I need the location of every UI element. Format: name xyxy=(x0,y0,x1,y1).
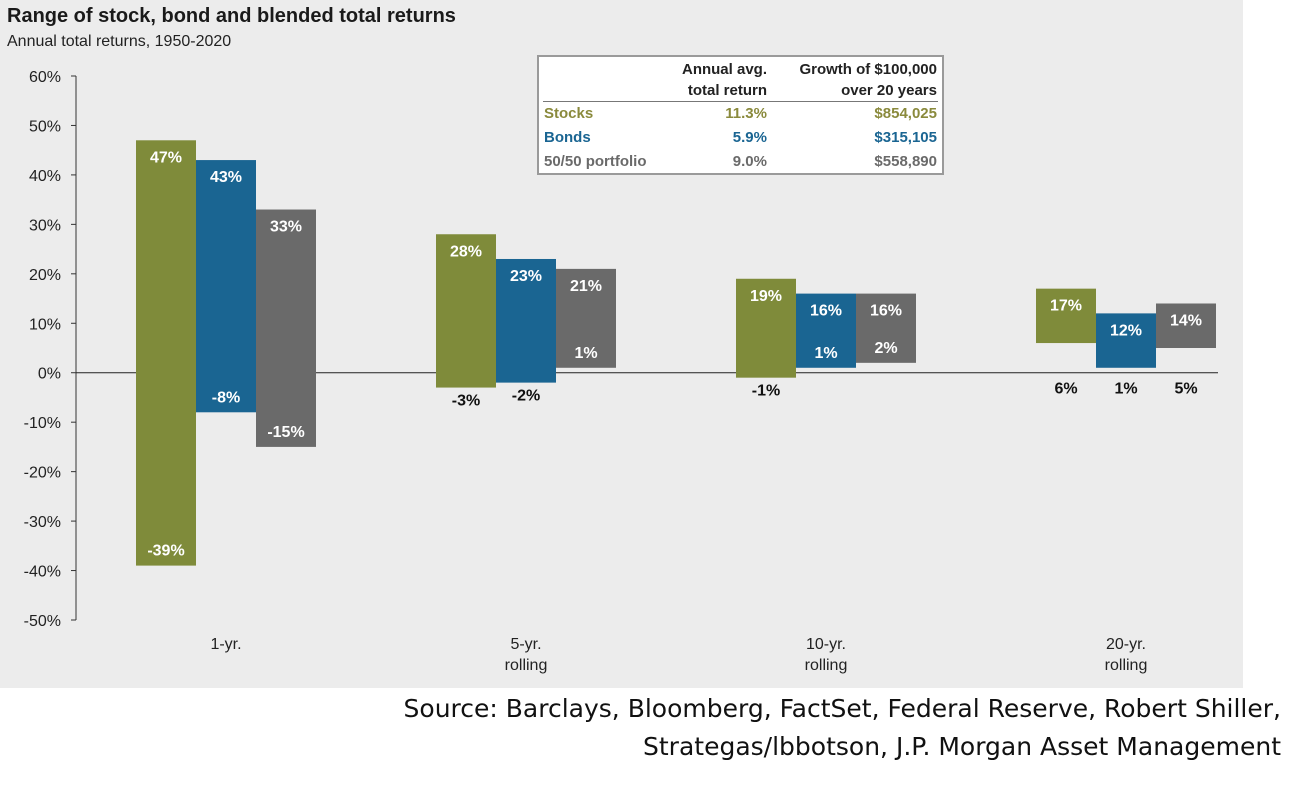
table-row-bonds-avg: 5.9% xyxy=(732,129,767,146)
bar-high-label: 23% xyxy=(510,268,542,285)
y-tick-label: 30% xyxy=(29,217,61,234)
bar-high-label: 43% xyxy=(210,169,242,186)
table-row-stocks-growth: $854,025 xyxy=(874,105,937,122)
y-tick-label: 60% xyxy=(29,69,61,86)
y-tick-label: -20% xyxy=(24,465,61,482)
bar-high-label: 17% xyxy=(1050,298,1082,315)
table-header-rule xyxy=(543,101,938,102)
table-row-bonds-growth: $315,105 xyxy=(874,129,937,146)
chart-plot: 60% 50% 40% 30% 20% 10% 0% -10% -20% -30% -40% -50%… xyxy=(24,69,1218,674)
bar-50-50-portfolio xyxy=(256,209,316,447)
bar-low-label: 1% xyxy=(1114,381,1137,398)
x-category-label-line2: rolling xyxy=(505,657,548,674)
bar-stocks xyxy=(736,278,796,378)
y-tick-label: 0% xyxy=(38,366,61,383)
y-tick-label: -50% xyxy=(24,613,61,630)
table-row-portfolio-avg: 9.0% xyxy=(732,153,767,170)
bar-50-50-portfolio xyxy=(556,268,616,368)
bar-stocks xyxy=(1036,288,1096,344)
bar-bonds xyxy=(496,258,556,383)
y-tick-label: 20% xyxy=(29,267,61,284)
bar-50-50-portfolio xyxy=(1156,303,1216,348)
y-tick-label: -10% xyxy=(24,415,61,432)
x-category-label: 1-yr. xyxy=(210,636,241,653)
table-row-stocks-avg: 11.3% xyxy=(725,105,767,122)
table-header-growth-line1: Growth of $100,000 xyxy=(799,61,937,78)
bar-high-label: 21% xyxy=(570,278,602,295)
bar-low-label: -1% xyxy=(752,383,780,400)
y-tick-label: 10% xyxy=(29,316,61,333)
table-row-portfolio-name: 50/50 portfolio xyxy=(544,153,647,170)
table-header-avg-line2: total return xyxy=(687,82,767,99)
table-row-bonds-name: Bonds xyxy=(544,129,591,146)
y-tick-label: -40% xyxy=(24,564,61,581)
chart-title: Range of stock, bond and blended total r… xyxy=(7,5,456,27)
chart-subtitle: Annual total returns, 1950-2020 xyxy=(7,33,232,50)
bar-high-label: 16% xyxy=(810,303,842,320)
bar-stocks xyxy=(436,234,496,388)
bar-high-label: 47% xyxy=(150,149,182,166)
bar-low-label: -8% xyxy=(212,389,240,406)
y-tick-label: 50% xyxy=(29,118,61,135)
source-note-line2: Strategas/lbbotson, J.P. Morgan Asset Ma… xyxy=(643,732,1281,761)
bar-low-label: -2% xyxy=(512,388,540,405)
x-category-label: 5-yr. xyxy=(510,636,541,653)
bar-bonds xyxy=(796,293,856,368)
table-row-portfolio-growth: $558,890 xyxy=(874,153,937,170)
bar-50-50-portfolio xyxy=(856,293,916,363)
source-note-line1: Source: Barclays, Bloomberg, FactSet, Fe… xyxy=(403,694,1281,723)
x-category-label-line2: rolling xyxy=(1105,657,1148,674)
chart-panel: 60% 50% 40% 30% 20% 10% 0% -10% -20% -30% -40% -50%… xyxy=(0,0,1243,688)
bar-low-label: -3% xyxy=(452,393,480,410)
bar-high-label: 16% xyxy=(870,303,902,320)
x-category-label-line2: rolling xyxy=(805,657,848,674)
bar-low-label: -39% xyxy=(147,543,184,560)
y-tick-label: 40% xyxy=(29,168,61,185)
bar-high-label: 19% xyxy=(750,288,782,305)
table-row-stocks-name: Stocks xyxy=(544,105,594,122)
y-tick-label: -30% xyxy=(24,514,61,531)
table-header-avg-line1: Annual avg. xyxy=(681,61,767,78)
summary-table: Annual avg. total return Growth of $100,… xyxy=(537,55,944,175)
bar-low-label: 6% xyxy=(1054,381,1077,398)
bar-low-label: 5% xyxy=(1174,381,1197,398)
bar-high-label: 14% xyxy=(1170,312,1202,329)
bar-low-label: 1% xyxy=(814,345,837,362)
x-category-label: 10-yr. xyxy=(806,636,846,653)
bar-low-label: 2% xyxy=(874,340,897,357)
bar-high-label: 12% xyxy=(1110,322,1142,339)
bar-low-label: -15% xyxy=(267,424,304,441)
bar-low-label: 1% xyxy=(574,345,597,362)
bar-high-label: 33% xyxy=(270,219,302,236)
bar-bonds xyxy=(1096,313,1156,368)
bar-stocks xyxy=(136,140,196,566)
table-header-growth-line2: over 20 years xyxy=(841,82,937,99)
x-category-label: 20-yr. xyxy=(1106,636,1146,653)
bar-bonds xyxy=(196,160,256,413)
bar-high-label: 28% xyxy=(450,243,482,260)
